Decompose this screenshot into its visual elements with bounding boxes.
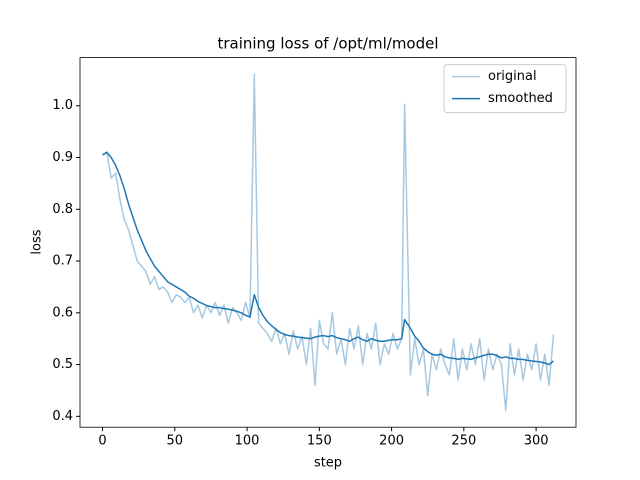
y-axis-label: loss <box>30 229 45 254</box>
y-tick-label: 0.9 <box>52 150 73 165</box>
x-tick-label: 0 <box>98 434 106 449</box>
axes-frame <box>79 57 577 428</box>
chart-title: training loss of /opt/ml/model <box>217 35 438 53</box>
y-tick-label: 0.7 <box>52 254 73 269</box>
y-tick-label: 0.5 <box>52 357 73 372</box>
y-tick-label: 0.6 <box>52 305 73 320</box>
x-tick-label: 200 <box>379 434 404 449</box>
line-series <box>102 73 555 412</box>
legend-label: smoothed <box>488 91 553 106</box>
x-axis-label: step <box>314 456 342 471</box>
line-series <box>102 151 554 366</box>
x-tick-label: 150 <box>307 434 332 449</box>
legend-label: original <box>488 69 537 84</box>
y-tick-label: 0.8 <box>52 202 73 217</box>
x-tick-label: 250 <box>451 434 476 449</box>
x-tick-label: 50 <box>167 434 184 449</box>
x-tick-label: 300 <box>524 434 549 449</box>
x-tick-label: 100 <box>235 434 260 449</box>
y-tick-label: 0.4 <box>52 409 73 424</box>
y-tick-label: 1.0 <box>52 98 73 113</box>
